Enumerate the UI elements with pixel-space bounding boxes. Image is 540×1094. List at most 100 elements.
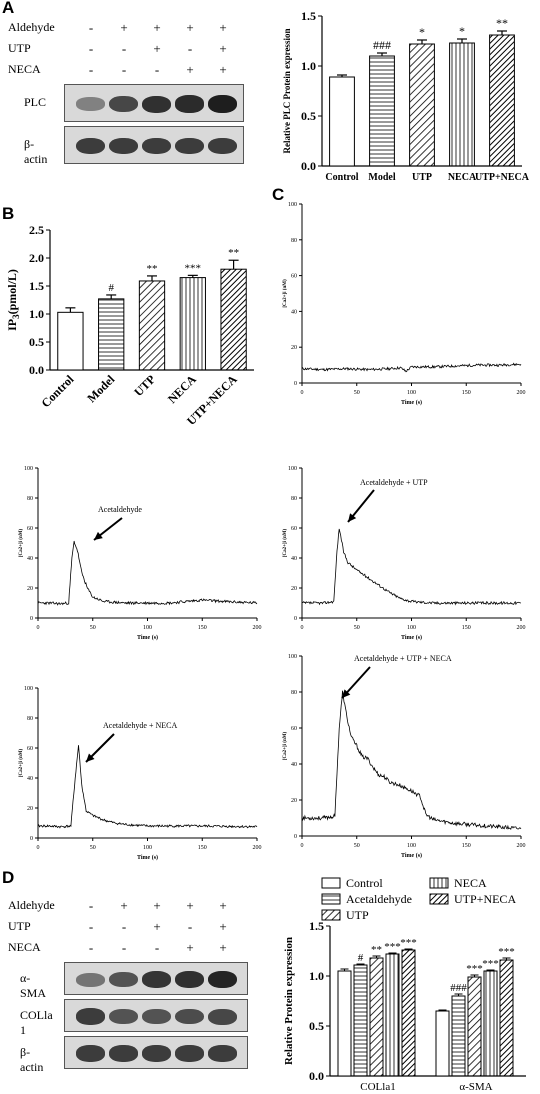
protein-band (142, 95, 171, 113)
x-tick-label: 200 (517, 625, 526, 631)
y-tick-label: 1.0 (301, 59, 316, 73)
condition-sign: + (219, 20, 227, 35)
bar (220, 268, 247, 371)
y-tick-label: 0 (294, 616, 297, 622)
y-tick-label: 1.0 (309, 969, 324, 983)
protein-band (208, 95, 237, 113)
y-tick-label: 60 (291, 726, 297, 732)
condition-sign: - (88, 940, 94, 955)
bar (369, 55, 395, 167)
y-tick-label: 0.5 (29, 335, 44, 349)
y-tick-label: 80 (27, 716, 33, 722)
calcium-trace-acetaldehyde: 0 20 40 60 80 100 0 50 100 150 200 Time (s) [Ca2+]i … (19, 466, 262, 641)
condition-sign: - (121, 41, 127, 56)
x-axis-label: Time (s) (401, 399, 422, 406)
y-tick-label: 100 (288, 654, 297, 660)
bar-chart-plc: 0.0 0.5 1.0 1.5 Relative PLC Protein express… (282, 9, 530, 183)
bar (435, 1010, 450, 1077)
significance-mark: ### (450, 982, 467, 994)
y-tick-label: 0 (30, 836, 33, 842)
condition-sign: + (153, 898, 161, 913)
category-label: Control (38, 372, 76, 410)
y-tick-label: 2.0 (29, 251, 44, 265)
y-tick-label: 100 (288, 202, 297, 208)
y-tick-label: 0.5 (301, 109, 316, 123)
blot-strip (64, 126, 244, 164)
y-tick-label: 1.5 (309, 919, 324, 933)
condition-sign: + (219, 898, 227, 913)
y-tick-label: 20 (291, 798, 297, 804)
bar-chart-ip3: 0.0 0.5 1.0 1.5 2.0 2.5 IP3(pmol/L) Control # Mod… (5, 223, 254, 428)
category-label: UTP (131, 372, 158, 399)
condition-sign: - (121, 919, 127, 934)
legend-swatch (321, 877, 341, 889)
protein-band (109, 1008, 138, 1025)
category-label: Control (325, 172, 358, 183)
condition-sign: + (153, 41, 161, 56)
annotation-arrowhead (348, 513, 357, 522)
calcium-trace-line (37, 540, 258, 606)
category-label: UTP (412, 172, 432, 183)
x-tick-label: 200 (253, 845, 262, 851)
protein-band (208, 137, 237, 155)
x-tick-label: 50 (354, 390, 360, 396)
category-label: Model (368, 172, 395, 183)
calcium-trace-control: 0 20 40 60 80 100 0 50 100 150 200 Time (s) [Ca2+]i … (283, 202, 526, 406)
condition-label: UTP (8, 41, 31, 55)
protein-band (208, 970, 237, 989)
y-tick-label: 0 (30, 616, 33, 622)
legend-label: Control (346, 876, 383, 890)
significance-mark: ** (371, 944, 382, 956)
protein-band (175, 1008, 204, 1025)
protein-band (109, 96, 138, 112)
legend-swatch (321, 909, 341, 921)
condition-sign: - (187, 41, 193, 56)
x-tick-label: 0 (301, 625, 304, 631)
category-label: Model (84, 372, 117, 405)
condition-sign: - (88, 41, 94, 56)
blot-protein-label: β-actin (24, 137, 48, 166)
y-tick-label: 40 (291, 309, 297, 315)
condition-label: UTP (8, 919, 31, 933)
condition-sign: + (219, 919, 227, 934)
annotation-arrowhead (342, 689, 351, 698)
condition-sign: - (88, 62, 94, 77)
y-axis-label: [Ca2+]i (nM) (283, 732, 288, 761)
significance-mark: ** (228, 247, 239, 259)
significance-mark: *** (185, 262, 202, 274)
y-tick-label: 40 (27, 776, 33, 782)
y-tick-label: 80 (291, 690, 297, 696)
blot-protein-label: β-actin (20, 1044, 44, 1074)
condition-sign: + (186, 940, 194, 955)
significance-mark: ** (147, 263, 158, 275)
bar (385, 953, 400, 1077)
calcium-trace-line (37, 745, 258, 829)
condition-sign: - (121, 62, 127, 77)
protein-band (109, 1045, 138, 1062)
protein-band (175, 971, 204, 988)
protein-band (175, 137, 204, 155)
condition-sign: - (187, 919, 193, 934)
y-tick-label: 40 (291, 556, 297, 562)
protein-band (76, 1008, 105, 1025)
calcium-trace-acetaldehyde-utp: 0 20 40 60 80 100 0 50 100 150 200 Time (s) [Ca2+]i … (283, 466, 526, 641)
blot-protein-label: α-SMA (20, 970, 47, 1000)
legend-label: UTP (346, 908, 369, 922)
group-label: α-SMA (459, 1081, 492, 1093)
x-tick-label: 200 (253, 625, 262, 631)
x-tick-label: 200 (517, 390, 526, 396)
condition-sign: - (88, 919, 94, 934)
legend-label: Acetaldehyde (346, 892, 412, 906)
y-tick-label: 0.5 (309, 1019, 324, 1033)
protein-band (109, 137, 138, 155)
condition-sign: - (154, 940, 160, 955)
y-tick-label: 1.5 (29, 279, 44, 293)
protein-band (142, 1008, 171, 1025)
y-tick-label: 0 (294, 834, 297, 840)
category-label: UTP+NECA (475, 172, 530, 183)
category-label: NECA (165, 372, 199, 406)
y-axis-label: [Ca2+]i (nM) (19, 529, 24, 558)
significance-mark: *** (466, 963, 483, 975)
y-tick-label: 0 (294, 381, 297, 387)
calcium-trace-acetaldehyde-neca: 0 20 40 60 80 100 0 50 100 150 200 Time (s) [Ca2+]i … (19, 686, 262, 861)
